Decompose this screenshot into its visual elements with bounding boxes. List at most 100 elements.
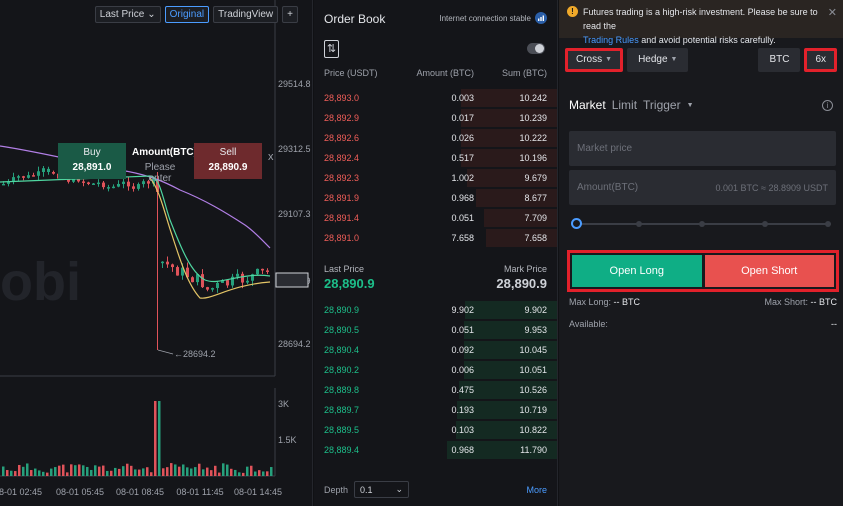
book-toggle-switch[interactable] (527, 43, 545, 54)
volume-bar (26, 463, 29, 476)
candle-body (236, 273, 239, 277)
amount-field[interactable]: Amount(BTC) 0.001 BTC ≈ 28.8909 USDT (569, 170, 836, 205)
candle-body (216, 282, 219, 289)
price-type-select[interactable]: Last Price ⌄ (94, 6, 161, 23)
bid-sum: 10.526 (519, 385, 547, 395)
volume-bar (66, 472, 69, 476)
bid-row[interactable]: 28,890.4 0.092 10.045 (324, 340, 557, 360)
slider-mark[interactable] (825, 221, 831, 227)
quick-sell-button[interactable]: Sell 28,890.9 (194, 143, 262, 179)
candle-body (152, 178, 155, 184)
bid-amount: 0.092 (451, 345, 474, 355)
tab-trigger[interactable]: Trigger (643, 98, 681, 112)
chevron-down-icon: ⌄ (395, 484, 404, 494)
quick-amount-field[interactable]: Amount(BTC) Please enter (132, 143, 197, 184)
open-long-button[interactable]: Open Long (572, 255, 702, 287)
volume-bar (62, 464, 65, 476)
tab-market[interactable]: Market (569, 98, 606, 112)
risk-notice-tail: and avoid potential risks carefully. (638, 35, 776, 45)
volume-bar (110, 470, 113, 476)
depth-bar (447, 441, 557, 459)
quick-buy-button[interactable]: Buy 28,891.0 (58, 143, 126, 179)
open-short-button[interactable]: Open Short (704, 255, 834, 287)
margin-mode-select[interactable]: Cross ▼ (565, 48, 624, 72)
volume-axis-label: 3K (278, 399, 289, 409)
price-placeholder: Market price (577, 143, 633, 154)
candle-body (52, 172, 55, 174)
trading-rules-link[interactable]: Trading Rules (583, 35, 639, 45)
asset-button[interactable]: BTC (758, 48, 801, 72)
ask-row[interactable]: 28,893.0 0.003 10.242 (324, 88, 557, 108)
slider-knob[interactable] (571, 218, 582, 229)
bid-row[interactable]: 28,889.5 0.103 10.822 (324, 420, 557, 440)
bid-row[interactable]: 28,889.8 0.475 10.526 (324, 380, 557, 400)
depth-bar (461, 109, 557, 127)
depth-bar (461, 149, 557, 167)
volume-bar (86, 466, 89, 476)
caret-down-icon: ▼ (605, 56, 613, 63)
close-icon[interactable]: ✕ (827, 7, 837, 19)
price-axis-label: 29312.5 (278, 144, 311, 154)
time-axis-label: 08-01 11:45 (176, 487, 223, 497)
amount-percent-slider[interactable] (571, 218, 835, 229)
volume-bar (98, 466, 101, 476)
candlestick-chart[interactable]: obi29514.829312.529107.328890.928694.23K… (0, 0, 313, 506)
ask-row[interactable]: 28,891.0 7.658 7.658 (324, 228, 557, 248)
bid-row[interactable]: 28,889.7 0.193 10.719 (324, 400, 557, 420)
close-icon[interactable]: x (268, 151, 274, 163)
volume-bar (270, 467, 273, 476)
mark-price-block: Mark Price 28,890.9 (496, 264, 547, 304)
bid-amount: 0.051 (451, 325, 474, 335)
volume-bar (154, 401, 157, 476)
volume-bar (122, 466, 125, 476)
candle-body (166, 261, 169, 265)
more-link[interactable]: More (526, 484, 547, 495)
tradingview-chart-button[interactable]: TradingView (213, 6, 279, 23)
ask-row[interactable]: 28,892.6 0.026 10.222 (324, 128, 557, 148)
sum-column-header: Sum (BTC) (502, 68, 547, 78)
bid-row[interactable]: 28,890.5 0.051 9.953 (324, 320, 557, 340)
leverage-button[interactable]: 6x (804, 48, 837, 72)
volume-bar (170, 463, 173, 476)
ask-row[interactable]: 28,892.4 0.517 10.196 (324, 148, 557, 168)
ask-row[interactable]: 28,892.3 1.002 9.679 (324, 168, 557, 188)
ask-sum: 10.239 (519, 113, 547, 123)
connection-status: Internet connection stable (439, 12, 547, 24)
price-summary: Last Price 28,890.9 Mark Price 28,890.9 (324, 264, 547, 304)
tab-limit[interactable]: Limit (611, 98, 638, 112)
position-mode-select[interactable]: Hedge ▼ (627, 48, 689, 72)
volume-bar (130, 465, 133, 476)
bid-row[interactable]: 28,889.4 0.968 11.790 (324, 440, 557, 460)
bid-row[interactable]: 28,890.2 0.006 10.051 (324, 360, 557, 380)
ask-row[interactable]: 28,891.9 0.968 8.677 (324, 188, 557, 208)
add-indicator-button[interactable]: + (282, 6, 298, 23)
available-row: Available: -- (569, 319, 837, 329)
info-icon[interactable]: i (822, 99, 833, 111)
price-field[interactable]: Market price (569, 131, 836, 166)
bid-row[interactable]: 28,890.9 9.902 9.902 (324, 300, 557, 320)
volume-bar (174, 464, 177, 476)
slider-mark[interactable] (699, 221, 705, 227)
slider-mark[interactable] (636, 221, 642, 227)
order-book-header: Price (USDT) Amount (BTC) Sum (BTC) (324, 68, 547, 78)
book-view-mode-icon[interactable]: ⇅ (324, 40, 339, 58)
ask-sum: 10.222 (519, 133, 547, 143)
volume-bar (246, 466, 249, 476)
candle-body (27, 175, 30, 178)
low-marker-line (157, 349, 174, 355)
depth-label: Depth (324, 484, 349, 495)
ask-row[interactable]: 28,891.4 0.051 7.709 (324, 208, 557, 228)
bid-sum: 9.902 (524, 305, 547, 315)
volume-bar (50, 468, 53, 476)
depth-select[interactable]: 0.1 ⌄ (354, 481, 410, 498)
bid-price: 28,890.5 (324, 325, 360, 335)
volume-bar (10, 470, 13, 476)
chart-toolbar: Last Price ⌄ Original TradingView + (94, 6, 298, 23)
ask-row[interactable]: 28,892.9 0.017 10.239 (324, 108, 557, 128)
slider-mark[interactable] (762, 221, 768, 227)
candle-body (132, 186, 135, 189)
time-axis-label: 08-01 02:45 (0, 487, 42, 497)
original-chart-button[interactable]: Original (164, 6, 210, 23)
caret-down-icon[interactable]: ▼ (686, 101, 694, 109)
quick-sell-price: 28,890.9 (208, 162, 248, 173)
